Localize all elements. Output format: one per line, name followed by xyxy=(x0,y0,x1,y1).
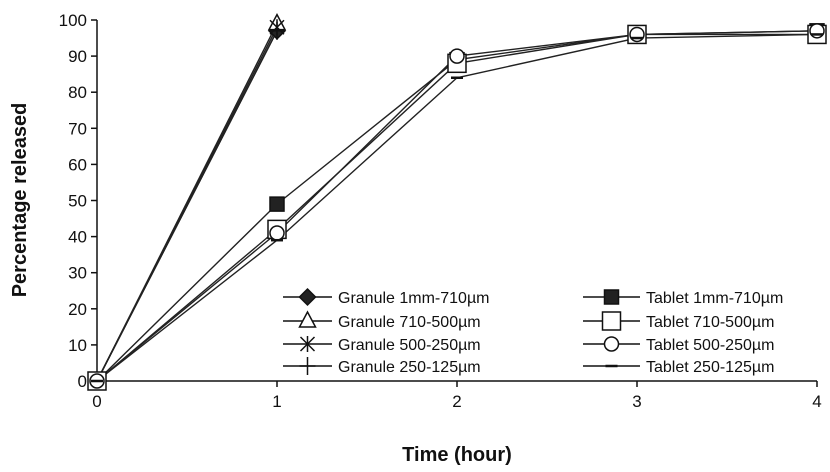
x-tick-label: 1 xyxy=(272,392,281,411)
x-axis-title: Time (hour) xyxy=(402,444,512,466)
circle-shape xyxy=(629,26,645,43)
marker-circle-open xyxy=(269,225,285,241)
marker-circle-open xyxy=(809,23,825,39)
legend-label: Granule 500-250µm xyxy=(338,337,481,354)
marker-plus xyxy=(269,21,285,40)
legend: Granule 1mm-710µm Granule 710-500µm Granul… xyxy=(283,287,783,376)
square-shape xyxy=(269,196,285,212)
square-shape xyxy=(603,289,620,305)
legend-label: Granule 1mm-710µm xyxy=(338,290,490,307)
marker-plus xyxy=(299,357,316,375)
legend-item: Tablet 500-250µm xyxy=(583,336,774,354)
legend-label: Granule 710-500µm xyxy=(338,314,481,331)
legend-label: Tablet 500-250µm xyxy=(646,337,774,354)
marker-circle-open xyxy=(603,336,620,352)
y-tick-label: 80 xyxy=(68,83,87,102)
y-tick-label: 100 xyxy=(59,11,87,30)
legend-item: Granule 1mm-710µm xyxy=(283,287,490,307)
y-axis-title: Percentage released xyxy=(9,103,31,298)
legend-item: Tablet 1mm-710µm xyxy=(583,289,783,307)
x-tick-label: 3 xyxy=(632,392,641,411)
circle-shape xyxy=(449,48,465,64)
circle-shape xyxy=(603,336,620,352)
y-tick-label: 20 xyxy=(68,300,87,319)
y-tick-label: 90 xyxy=(68,47,87,66)
marker-square-open xyxy=(601,311,622,331)
legend-label: Tablet 250-125µm xyxy=(646,359,774,376)
marker-triangle-open xyxy=(298,310,317,328)
circle-shape xyxy=(809,23,825,39)
y-tick-label: 50 xyxy=(68,192,87,211)
y-tick-label: 30 xyxy=(68,264,87,283)
circle-shape xyxy=(269,225,285,241)
marker-diamond-filled xyxy=(298,287,317,307)
y-tick-label: 0 xyxy=(78,372,87,391)
axes: 0 10 20 30 40 50 60 70 80 90 100 0 1 2 3 4 xyxy=(59,11,822,411)
series-line xyxy=(96,30,278,382)
marker-circle-open xyxy=(449,48,465,64)
legend-label: Tablet 1mm-710µm xyxy=(646,290,783,307)
legend-item: Granule 500-250µm xyxy=(283,336,481,354)
legend-item: Tablet 710-500µm xyxy=(583,311,774,331)
triangle-shape xyxy=(298,310,317,328)
marker-asterisk xyxy=(299,336,316,352)
marker-square-filled xyxy=(269,196,285,212)
legend-item: Granule 250-125µm xyxy=(283,357,481,376)
square-shape xyxy=(601,311,622,331)
y-tick-label: 40 xyxy=(68,228,87,247)
diamond-shape xyxy=(298,287,317,307)
y-tick-label: 10 xyxy=(68,336,87,355)
x-tick-label: 0 xyxy=(92,392,101,411)
legend-item: Tablet 250-125µm xyxy=(583,359,774,376)
marker-circle-open xyxy=(629,26,645,43)
legend-item: Granule 710-500µm xyxy=(283,310,481,331)
marker-square-filled xyxy=(603,289,620,305)
y-tick-label: 70 xyxy=(68,119,87,138)
legend-label: Granule 250-125µm xyxy=(338,359,481,376)
y-tick-label: 60 xyxy=(68,155,87,174)
legend-label: Tablet 710-500µm xyxy=(646,314,774,331)
x-tick-label: 2 xyxy=(452,392,461,411)
x-tick-label: 4 xyxy=(812,392,821,411)
series-markers xyxy=(87,13,827,391)
